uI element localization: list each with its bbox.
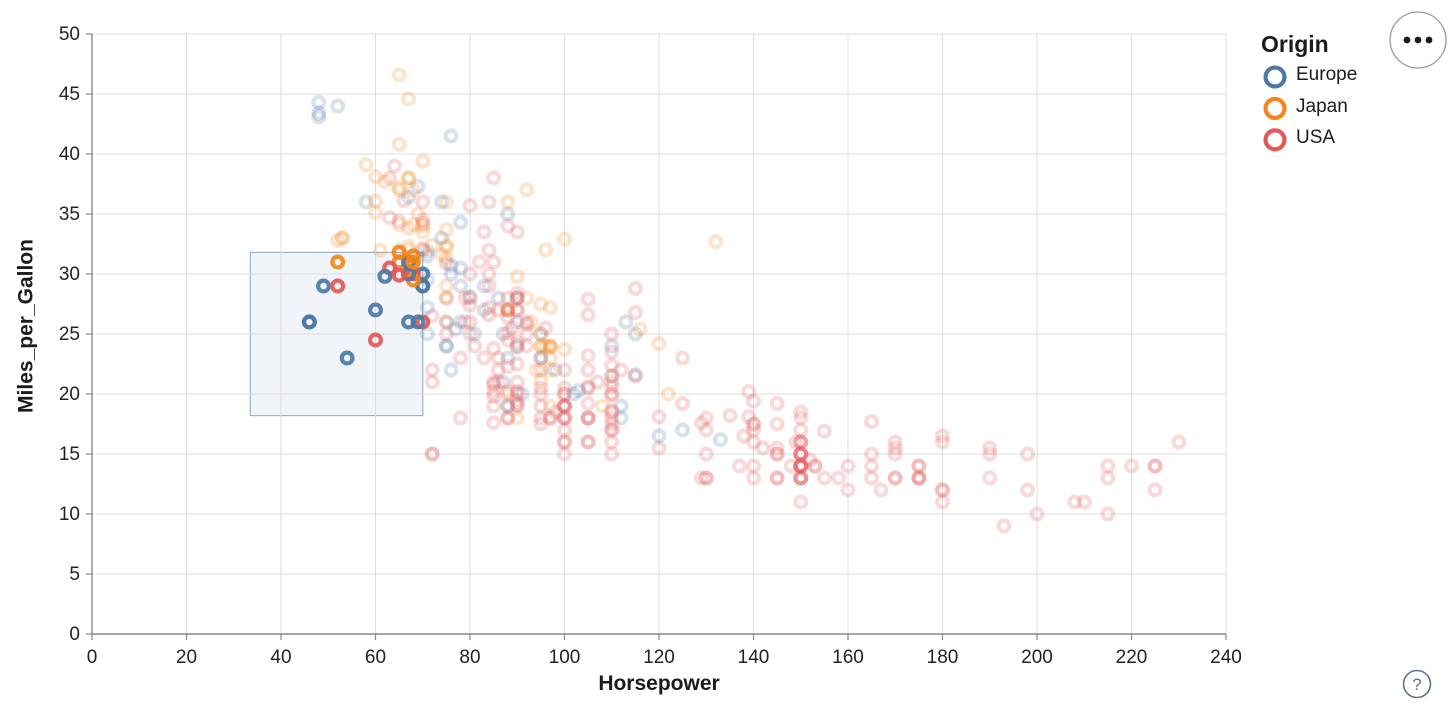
- svg-text:240: 240: [1210, 647, 1242, 668]
- svg-text:100: 100: [549, 647, 581, 668]
- svg-text:0: 0: [87, 647, 98, 668]
- svg-text:5: 5: [69, 564, 80, 585]
- svg-text:40: 40: [270, 647, 291, 668]
- svg-text:45: 45: [59, 84, 80, 105]
- svg-text:160: 160: [832, 647, 864, 668]
- svg-text:0: 0: [69, 624, 80, 645]
- svg-text:15: 15: [59, 444, 80, 465]
- svg-text:20: 20: [176, 647, 197, 668]
- svg-text:20: 20: [59, 384, 80, 405]
- svg-text:35: 35: [59, 204, 80, 225]
- svg-text:120: 120: [643, 647, 675, 668]
- svg-text:220: 220: [1116, 647, 1148, 668]
- svg-text:?: ?: [1412, 675, 1421, 694]
- svg-text:60: 60: [365, 647, 386, 668]
- svg-text:30: 30: [59, 264, 80, 285]
- svg-text:50: 50: [59, 24, 80, 45]
- svg-text:140: 140: [738, 647, 770, 668]
- svg-text:80: 80: [459, 647, 480, 668]
- svg-text:10: 10: [59, 504, 80, 525]
- svg-text:25: 25: [59, 324, 80, 345]
- svg-text:180: 180: [927, 647, 959, 668]
- svg-text:200: 200: [1021, 647, 1053, 668]
- svg-text:Miles_per_Gallon: Miles_per_Gallon: [15, 239, 38, 413]
- svg-text:40: 40: [59, 144, 80, 165]
